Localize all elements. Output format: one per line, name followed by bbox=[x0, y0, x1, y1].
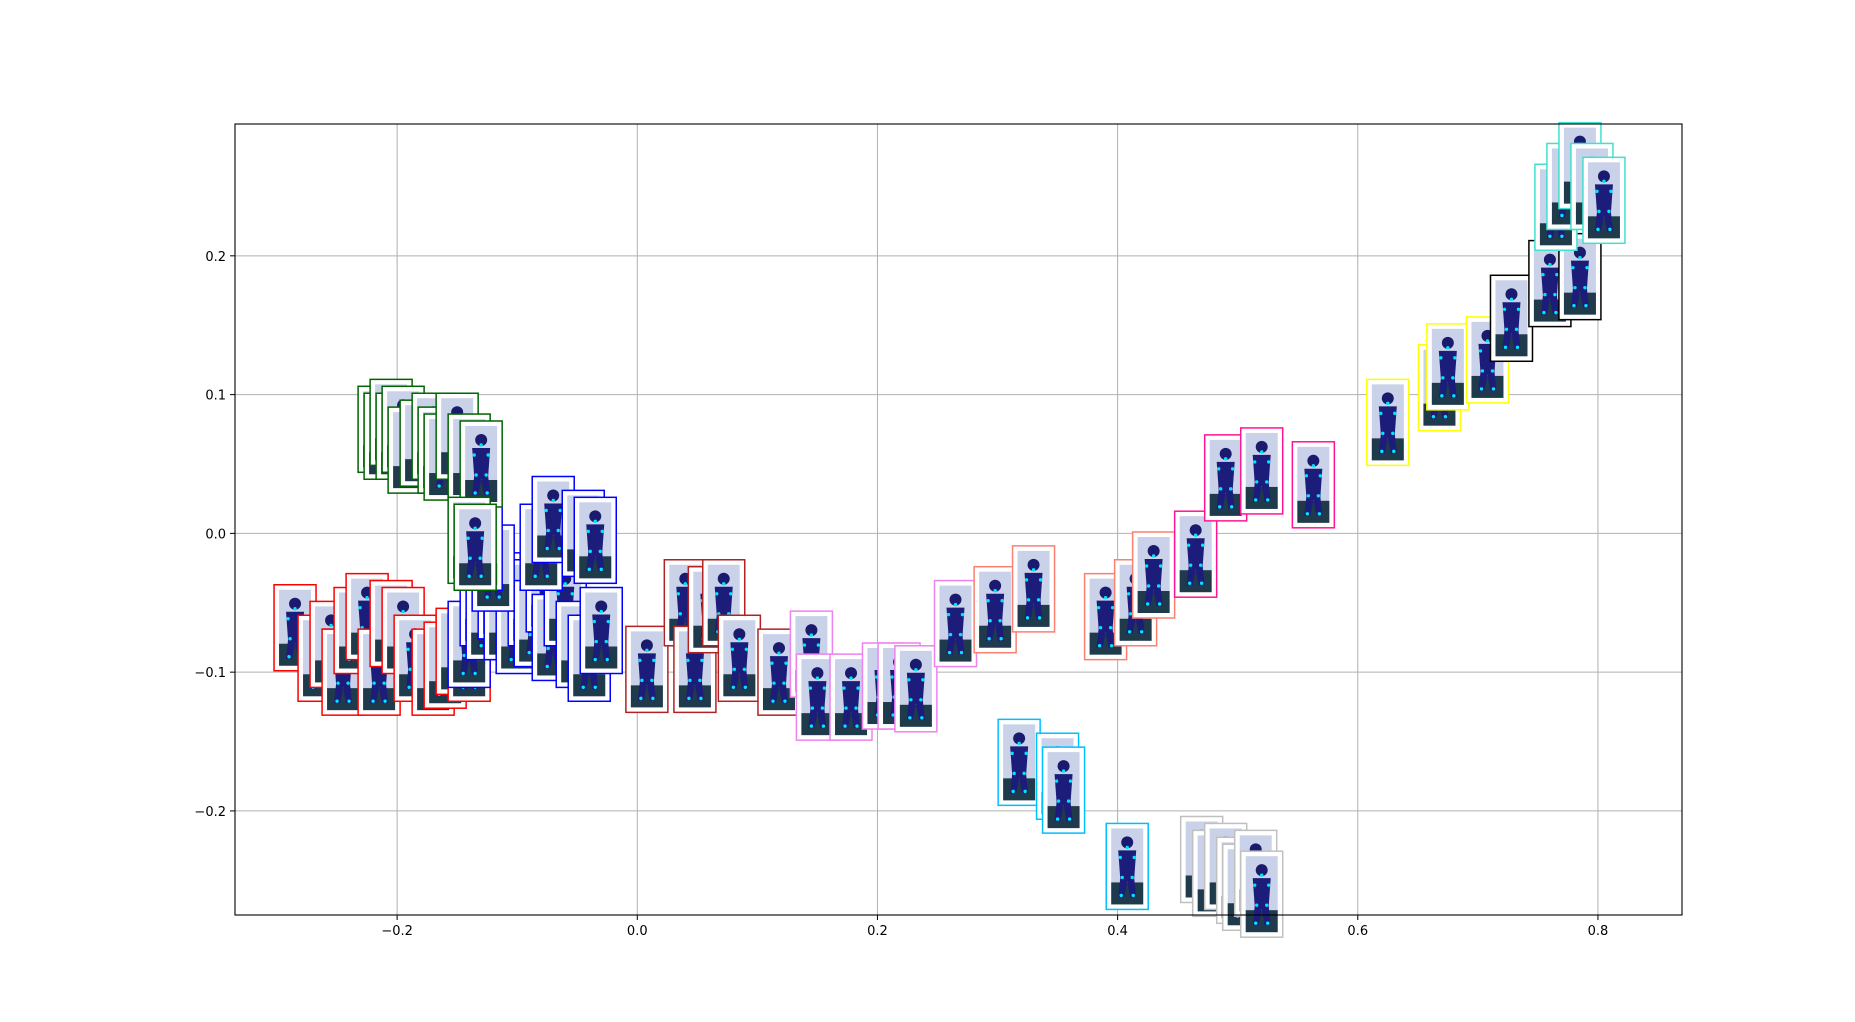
thumbnail-point bbox=[1426, 323, 1470, 411]
x-tick-label: 0.6 bbox=[1347, 924, 1368, 939]
thumbnail-point bbox=[573, 496, 617, 585]
y-tick-label: 0.2 bbox=[205, 250, 226, 265]
thumbnail-point bbox=[1366, 378, 1410, 467]
thumbnail-point bbox=[933, 579, 978, 668]
axis-ticks: −0.2 0.0 0.2 0.4 0.6 0.8 −0.2 −0.1 0.0 0.1 0.2 bbox=[194, 250, 1608, 939]
y-tick-label: 0.1 bbox=[205, 389, 226, 404]
thumbnail-point bbox=[997, 718, 1041, 807]
thumbnail-markers bbox=[273, 121, 1626, 938]
thumbnail-point bbox=[453, 503, 497, 592]
y-tick-label: −0.1 bbox=[194, 666, 226, 681]
thumbnail-point bbox=[459, 420, 503, 508]
thumbnail-point bbox=[1011, 545, 1056, 633]
thumbnail-point bbox=[717, 614, 762, 703]
thumbnail-point bbox=[1582, 156, 1626, 245]
thumbnail-point bbox=[973, 565, 1017, 654]
thumbnail-point bbox=[757, 628, 801, 716]
y-tick-label: 0.0 bbox=[205, 527, 226, 542]
x-tick-label: 0.4 bbox=[1107, 924, 1128, 939]
thumbnail-point bbox=[894, 645, 938, 733]
axes-frame bbox=[234, 123, 1683, 916]
x-tick-label: 0.8 bbox=[1588, 924, 1609, 939]
thumbnail-point bbox=[1291, 441, 1336, 529]
thumbnail-point bbox=[1105, 822, 1149, 911]
thumbnail-point bbox=[1489, 274, 1534, 363]
x-tick-label: −0.2 bbox=[381, 924, 413, 939]
thumbnail-point bbox=[1173, 510, 1218, 598]
thumbnail-point bbox=[579, 586, 624, 675]
thumbnail-point bbox=[625, 625, 669, 714]
x-tick-label: 0.2 bbox=[867, 924, 888, 939]
thumbnail-point bbox=[1131, 531, 1176, 619]
thumbnail-point bbox=[1239, 427, 1284, 515]
x-tick-label: 0.0 bbox=[627, 924, 648, 939]
thumbnail-point bbox=[1239, 850, 1284, 938]
y-tick-label: −0.2 bbox=[194, 805, 226, 820]
thumbnail-point bbox=[1041, 746, 1086, 834]
